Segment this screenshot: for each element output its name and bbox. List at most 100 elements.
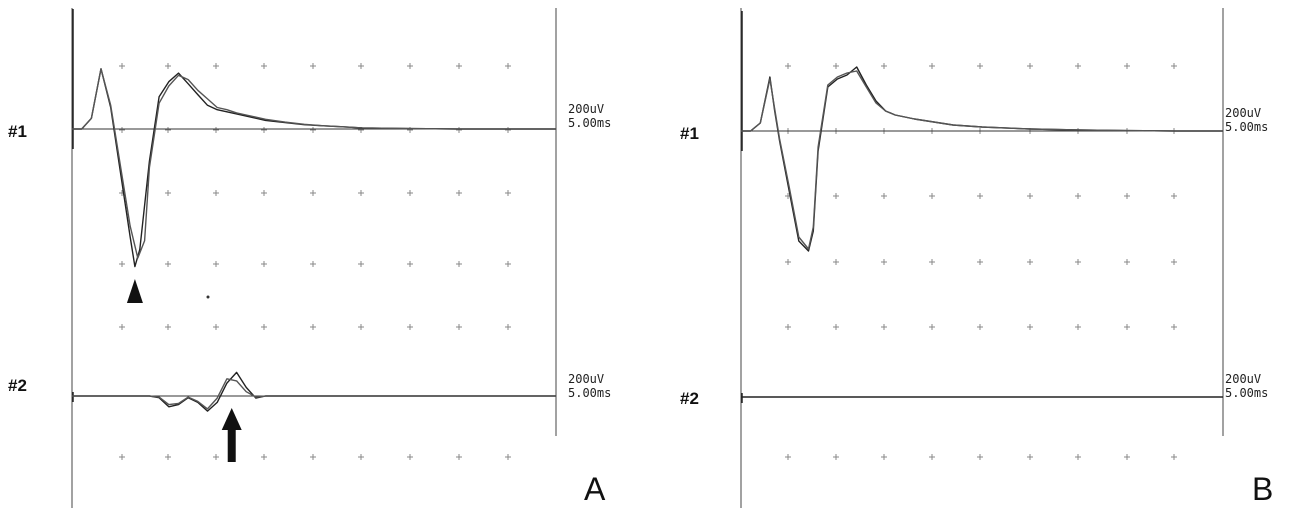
panel-b: #1 200uV 5.00ms #2 200uV 5.00ms B	[660, 0, 1307, 516]
grid-cross	[833, 324, 839, 330]
grid-cross	[1075, 324, 1081, 330]
grid-cross	[456, 127, 462, 133]
grid-cross	[833, 454, 839, 460]
grid-cross	[1171, 324, 1177, 330]
grid-cross	[505, 261, 511, 267]
grid-cross	[165, 63, 171, 69]
grid-cross	[261, 63, 267, 69]
grid-cross	[358, 63, 364, 69]
arrow-marker-head	[221, 408, 242, 430]
grid-cross	[261, 127, 267, 133]
grid-cross	[505, 127, 511, 133]
arrowhead-marker	[126, 279, 143, 303]
grid-cross	[456, 261, 462, 267]
speck-dot	[206, 295, 210, 299]
grid-cross	[1171, 259, 1177, 265]
grid-cross	[165, 261, 171, 267]
grid-cross	[977, 324, 983, 330]
grid-cross	[785, 259, 791, 265]
grid-cross	[261, 261, 267, 267]
scale-amplitude: 200uV	[568, 372, 604, 386]
grid-cross	[977, 454, 983, 460]
grid-cross	[310, 324, 316, 330]
grid-cross	[505, 324, 511, 330]
grid-cross	[165, 190, 171, 196]
grid-cross	[929, 193, 935, 199]
signal-trace	[741, 70, 1223, 250]
grid-cross	[1171, 454, 1177, 460]
grid-cross	[881, 454, 887, 460]
grid-cross	[1075, 454, 1081, 460]
grid-cross	[119, 63, 125, 69]
grid-cross	[1027, 193, 1033, 199]
grid-cross	[310, 261, 316, 267]
grid-cross	[977, 193, 983, 199]
scale-time: 5.00ms	[1225, 120, 1268, 134]
grid-cross	[977, 63, 983, 69]
grid-cross	[119, 454, 125, 460]
grid-cross	[929, 259, 935, 265]
scale-amplitude: 200uV	[1225, 106, 1261, 120]
grid-cross	[213, 127, 219, 133]
grid-cross	[833, 259, 839, 265]
grid-cross	[213, 454, 219, 460]
grid-cross	[1075, 193, 1081, 199]
grid-cross	[1124, 454, 1130, 460]
scale-amplitude: 200uV	[568, 102, 604, 116]
grid-cross	[505, 190, 511, 196]
grid-cross	[119, 261, 125, 267]
grid-cross	[310, 190, 316, 196]
grid-cross	[456, 324, 462, 330]
grid-cross	[505, 63, 511, 69]
grid-cross	[977, 259, 983, 265]
scale-time: 5.00ms	[568, 116, 611, 130]
grid-cross	[1027, 324, 1033, 330]
grid-cross	[407, 63, 413, 69]
panel-a: #1 200uV 5.00ms #2 200uV 5.00ms A	[0, 0, 650, 516]
grid-cross	[833, 193, 839, 199]
grid-cross	[261, 190, 267, 196]
grid-cross	[1027, 63, 1033, 69]
grid-cross	[213, 63, 219, 69]
grid-cross	[213, 324, 219, 330]
grid-cross	[310, 63, 316, 69]
grid-cross	[1124, 63, 1130, 69]
grid-cross	[165, 324, 171, 330]
arrow-marker-shaft	[227, 428, 236, 462]
grid-cross	[505, 454, 511, 460]
grid-cross	[881, 193, 887, 199]
panel-letter: B	[1252, 471, 1273, 507]
grid-cross	[1124, 193, 1130, 199]
grid-cross	[1124, 324, 1130, 330]
grid-cross	[456, 454, 462, 460]
grid-cross	[929, 63, 935, 69]
channel-label: #2	[680, 389, 699, 408]
grid-cross	[165, 454, 171, 460]
channel-label: #1	[8, 122, 27, 141]
grid-cross	[213, 190, 219, 196]
channel-label: #1	[680, 124, 699, 143]
channel-label: #2	[8, 376, 27, 395]
grid-cross	[261, 454, 267, 460]
grid-cross	[358, 454, 364, 460]
grid-cross	[1075, 63, 1081, 69]
grid-cross	[881, 63, 887, 69]
grid-cross	[1075, 259, 1081, 265]
grid-cross	[310, 127, 316, 133]
grid-cross	[261, 324, 267, 330]
grid-cross	[833, 63, 839, 69]
grid-cross	[1171, 193, 1177, 199]
panel-letter: A	[584, 471, 606, 507]
signal-trace	[72, 378, 556, 410]
grid-cross	[310, 454, 316, 460]
grid-cross	[881, 259, 887, 265]
scale-time: 5.00ms	[568, 386, 611, 400]
scale-time: 5.00ms	[1225, 386, 1268, 400]
grid-cross	[165, 127, 171, 133]
grid-cross	[785, 324, 791, 330]
grid-cross	[119, 324, 125, 330]
grid-cross	[456, 63, 462, 69]
signal-trace	[72, 68, 556, 259]
